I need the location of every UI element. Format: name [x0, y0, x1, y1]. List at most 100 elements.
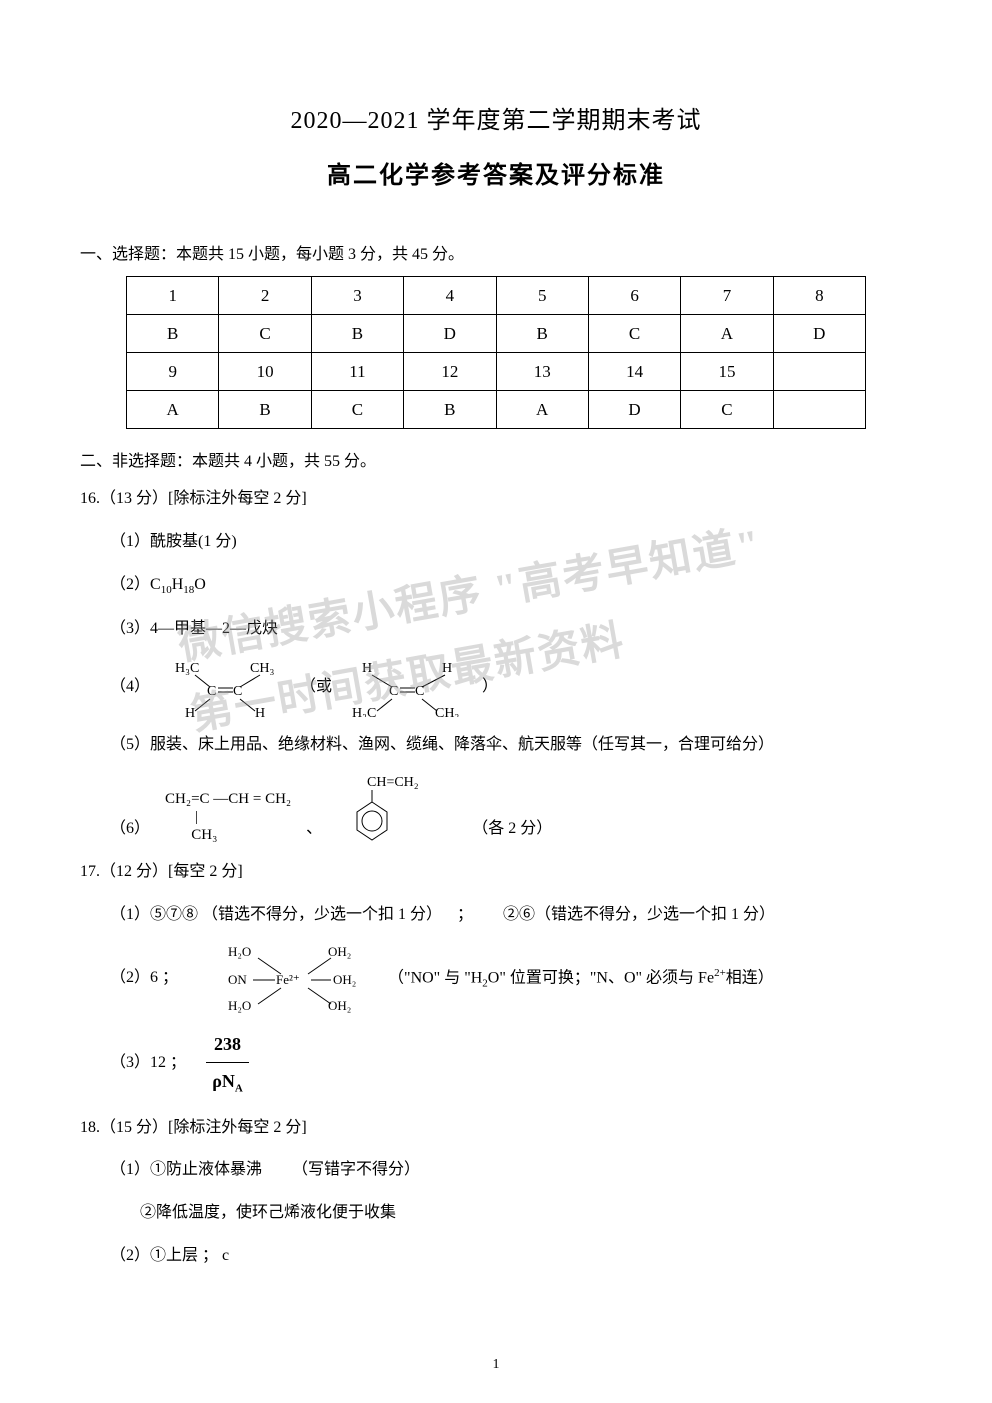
q17-p1-text-b: ②⑥（错选不得分，少选一个扣 1 分）	[503, 901, 775, 930]
q16-p3: （3） 4—甲基—2—戊炔	[110, 615, 912, 644]
q16-p2: （2） C10H18O	[110, 571, 912, 601]
svg-text:Fe²⁺: Fe²⁺	[276, 972, 300, 987]
table-row: A B C B A D C	[127, 391, 866, 429]
q16-p1: （1） 酰胺基(1 分)	[110, 528, 912, 557]
svg-text:OH₂: OH₂	[333, 972, 356, 987]
q16-p4-close: ）	[482, 673, 498, 702]
svg-text:H: H	[362, 661, 372, 676]
q17-p3-val: 12 ；	[150, 1049, 186, 1078]
q17-p2-label: （2）	[110, 964, 150, 993]
q17-p3: （3） 12 ； 238 ρNA	[110, 1028, 912, 1100]
q16-header: 16.（13 分）[除标注外每空 2 分]	[80, 485, 912, 514]
q17-p2: （2） 6 ； H₂O OH₂ ON Fe²⁺ OH₂ H₂O OH₂ （"NO…	[110, 944, 912, 1014]
svg-text:CH₃: CH₃	[435, 706, 459, 717]
svg-text:C: C	[415, 684, 424, 699]
table-cell: B	[404, 391, 496, 429]
table-cell: 13	[496, 353, 588, 391]
q17-p3-label: （3）	[110, 1049, 150, 1078]
q17-header: 17.（12 分）[每空 2 分]	[80, 858, 912, 887]
q18-p1-sub2: ②降低温度，使环己烯液化便于收集	[140, 1199, 396, 1228]
q17-p3-fraction: 238 ρNA	[206, 1028, 249, 1100]
svg-text:CH₃: CH₃	[250, 661, 274, 676]
table-cell: C	[681, 391, 773, 429]
q16-p1-label: （1）	[110, 528, 150, 557]
exam-subtitle: 高二化学参考答案及评分标准	[80, 155, 912, 190]
q16-p5-text: 服装、床上用品、绝缘材料、渔网、缆绳、降落伞、航天服等（任写其一，合理可给分）	[150, 731, 774, 760]
q16-p6-score: （各 2 分）	[472, 815, 552, 844]
q18-header: 18.（15 分）[除标注外每空 2 分]	[80, 1114, 912, 1143]
svg-text:C: C	[207, 684, 216, 699]
table-cell: 10	[219, 353, 311, 391]
section1-heading: 一、选择题：本题共 15 小题，每小题 3 分，共 45 分。	[80, 240, 912, 264]
q17-p2-note: （"NO" 与 "H2O" 位置可换；"N、O" 必须与 Fe2+相连）	[388, 964, 774, 994]
q16-p3-text: 4—甲基—2—戊炔	[150, 615, 278, 644]
table-cell: D	[404, 315, 496, 353]
q16-p2-formula: C10H18O	[150, 571, 206, 601]
q18-p1-sub1-note: （写错字不得分）	[292, 1156, 420, 1185]
table-cell: 5	[496, 277, 588, 315]
table-cell: B	[127, 315, 219, 353]
answer-table: 1 2 3 4 5 6 7 8 B C B D B C A D 9 10 11 …	[126, 276, 866, 429]
svg-text:H₃C: H₃C	[175, 661, 199, 676]
frac-numerator: 238	[206, 1028, 249, 1063]
exam-title: 2020—2021 学年度第二学期期末考试	[80, 100, 912, 135]
svg-text:H: H	[255, 706, 265, 717]
table-cell: C	[311, 391, 403, 429]
q17-p2-val: 6 ；	[150, 964, 178, 993]
svg-text:C: C	[233, 684, 242, 699]
svg-text:H₂O: H₂O	[228, 944, 251, 959]
q18-p1-label: （1）	[110, 1156, 150, 1185]
table-cell: 9	[127, 353, 219, 391]
q16-p1-text: 酰胺基(1 分)	[150, 528, 237, 557]
q17-p1-label: （1）	[110, 901, 150, 930]
table-cell: B	[219, 391, 311, 429]
table-cell: B	[496, 315, 588, 353]
q16-p6-label: （6）	[110, 815, 150, 844]
q16-p4-structure2: H H C C H₃C CH₃	[347, 657, 467, 717]
table-cell: 6	[588, 277, 680, 315]
q16-p3-label: （3）	[110, 615, 150, 644]
svg-text:H₃C: H₃C	[352, 706, 376, 717]
q16-p2-label: （2）	[110, 571, 150, 600]
table-cell: 2	[219, 277, 311, 315]
table-cell: 1	[127, 277, 219, 315]
svg-text:OH₂: OH₂	[328, 998, 351, 1013]
table-cell: 12	[404, 353, 496, 391]
page-number: 1	[493, 1357, 500, 1373]
q16-p4-structure1: H₃C CH₃ C C H H	[165, 657, 285, 717]
svg-text:ON: ON	[228, 972, 247, 987]
table-cell: 7	[681, 277, 773, 315]
svg-text:OH₂: OH₂	[328, 944, 351, 959]
table-cell: A	[127, 391, 219, 429]
table-row: B C B D B C A D	[127, 315, 866, 353]
q16-p4-or: （或	[300, 673, 332, 702]
table-cell: A	[681, 315, 773, 353]
table-row: 1 2 3 4 5 6 7 8	[127, 277, 866, 315]
q16-p4-label: （4）	[110, 673, 150, 702]
q17-p1-sep: ；	[457, 901, 473, 930]
table-cell: D	[773, 315, 865, 353]
q18-p1: （1） ①防止液体暴沸 （写错字不得分）	[110, 1156, 912, 1185]
table-cell: 15	[681, 353, 773, 391]
q18-p1-sub2-line: ②降低温度，使环己烯液化便于收集	[140, 1199, 912, 1228]
table-cell	[773, 391, 865, 429]
q18-p2-label: （2）	[110, 1242, 150, 1271]
table-cell: C	[588, 315, 680, 353]
table-cell: A	[496, 391, 588, 429]
table-cell: 14	[588, 353, 680, 391]
q16-p6: （6） CH₂=C —CH = CH₂ | CH₃ 、 CH=CH₂ （各 2 …	[110, 774, 912, 844]
svg-text:H: H	[442, 661, 452, 676]
table-cell: D	[588, 391, 680, 429]
q16-p4: （4） H₃C CH₃ C C H H （或 H H C C	[110, 657, 912, 717]
table-cell: B	[311, 315, 403, 353]
table-row: 9 10 11 12 13 14 15	[127, 353, 866, 391]
section2-heading: 二、非选择题：本题共 4 小题，共 55 分。	[80, 447, 912, 471]
q16-p6-sep: 、	[306, 815, 322, 844]
q18-p2-text: ①上层 ； c	[150, 1242, 229, 1271]
q16-p6-structure2: CH=CH₂	[337, 774, 427, 844]
q18-p1-sub1: ①防止液体暴沸	[150, 1156, 262, 1185]
table-cell: 11	[311, 353, 403, 391]
q17-p2-structure: H₂O OH₂ ON Fe²⁺ OH₂ H₂O OH₂	[223, 944, 373, 1014]
q16-p5-label: （5）	[110, 731, 150, 760]
q17-p1: （1） ⑤⑦⑧ （错选不得分，少选一个扣 1 分） ； ②⑥（错选不得分，少选一…	[110, 901, 912, 930]
